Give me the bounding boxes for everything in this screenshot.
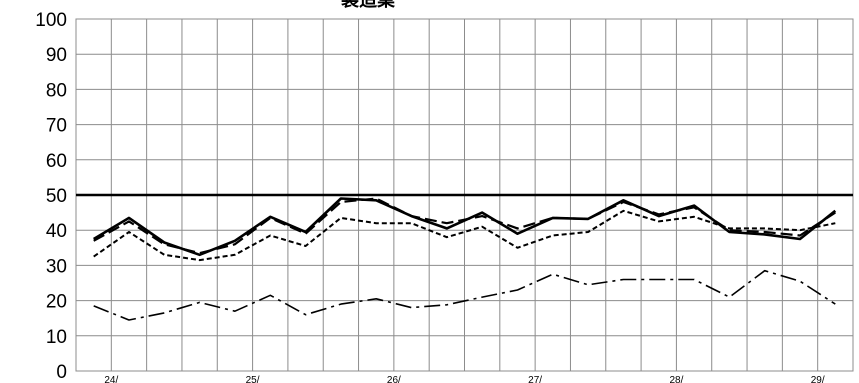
series-line-1 bbox=[93, 197, 836, 255]
series-line-3 bbox=[93, 269, 836, 321]
series-group bbox=[93, 197, 837, 321]
y-tick-label-9: 90 bbox=[46, 45, 67, 66]
y-tick-label-7: 70 bbox=[46, 116, 67, 137]
x-tick-label-3: 27/ bbox=[528, 375, 542, 383]
y-tick-label-8: 80 bbox=[46, 80, 67, 101]
y-tick-label-3: 30 bbox=[46, 256, 67, 277]
x-tick-label-0: 24/ bbox=[104, 375, 118, 383]
series-line-2 bbox=[93, 209, 836, 262]
y-tick-label-6: 60 bbox=[46, 151, 67, 172]
x-tick-label-5: 29/ bbox=[811, 375, 825, 383]
x-tick-label-2: 26/ bbox=[387, 375, 401, 383]
x-tick-label-1: 25/ bbox=[246, 375, 260, 383]
y-tick-label-10: 100 bbox=[35, 10, 67, 31]
y-axis-ticks: 0 10 20 30 40 50 60 70 80 90 100 bbox=[35, 10, 67, 383]
y-tick-label-5: 50 bbox=[46, 186, 67, 207]
chart-title: 製造業 bbox=[340, 0, 396, 10]
y-tick-label-4: 40 bbox=[46, 221, 67, 242]
y-tick-label-0: 0 bbox=[56, 362, 67, 383]
y-tick-label-2: 20 bbox=[46, 292, 67, 313]
y-tick-label-1: 10 bbox=[46, 327, 67, 348]
x-axis-ticks: 24/25/26/27/28/29/ bbox=[104, 375, 824, 383]
x-tick-label-4: 28/ bbox=[669, 375, 683, 383]
